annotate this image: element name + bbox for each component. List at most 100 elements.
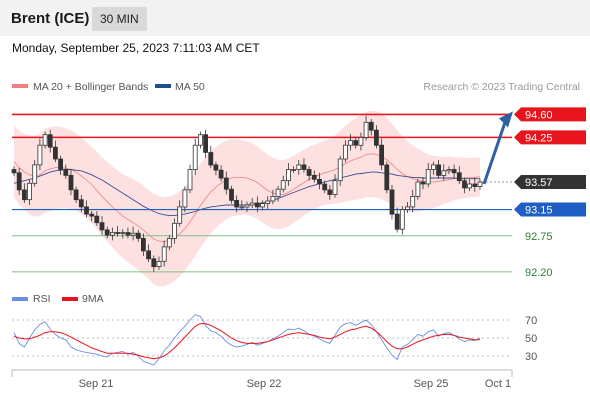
candle-body: [363, 121, 369, 138]
candle-body: [373, 129, 379, 146]
legend-swatch-rsi: [12, 297, 28, 301]
candle-body: [47, 134, 53, 148]
ma20-line: [13, 153, 481, 243]
instrument-title: Brent (ICE): [11, 10, 90, 27]
x-tick-label: Sep 25: [414, 378, 449, 390]
candle-body: [130, 232, 136, 236]
candle-body: [177, 206, 183, 224]
candle-body: [218, 169, 224, 179]
candle-body: [94, 215, 100, 224]
candle-body: [140, 237, 146, 252]
bollinger-band: [14, 110, 480, 287]
support-label-box: [514, 202, 586, 217]
candle-body: [384, 164, 390, 191]
candle-body: [311, 174, 317, 180]
candle-body: [441, 170, 447, 176]
candle-body: [291, 169, 297, 171]
candle-body: [265, 200, 271, 204]
candle-body: [89, 213, 95, 217]
candle-body: [213, 164, 219, 171]
candle-body: [405, 206, 410, 210]
candle-body: [42, 134, 48, 146]
legend-label-rsi: RSI: [33, 293, 51, 305]
candle-body: [239, 206, 245, 209]
resistance-label: 94.60: [525, 109, 553, 121]
candle-body: [415, 181, 421, 197]
candle-body: [110, 232, 115, 236]
candle-body: [115, 232, 120, 234]
candle-body: [249, 202, 255, 206]
candle-body: [16, 172, 22, 191]
forecast-arrow: [482, 121, 507, 185]
candle-body: [166, 237, 172, 248]
x-tick-label: Sep 22: [247, 378, 282, 390]
candle-body: [332, 180, 338, 195]
current-price-label-box: [514, 174, 586, 189]
candle-body: [187, 169, 193, 191]
candle-body: [21, 189, 27, 201]
timeframe-badge[interactable]: 30 MIN: [92, 7, 147, 31]
report-datetime: Monday, September 25, 2023 7:11:03 AM CE…: [12, 41, 260, 55]
candle-body: [223, 177, 229, 190]
chart-header: Brent (ICE) 30 MIN: [0, 0, 590, 36]
candle-body: [456, 172, 462, 182]
candle-body: [156, 260, 162, 267]
candle-body: [192, 144, 198, 170]
candle-body: [379, 144, 385, 166]
rsi-chart: 70 50 30: [12, 314, 537, 366]
candle-body: [161, 246, 167, 262]
candle-body: [99, 222, 105, 231]
candle-body: [27, 182, 32, 201]
candle-body: [234, 199, 240, 208]
candle-body: [430, 164, 436, 170]
candle-body: [151, 258, 157, 268]
candle-body: [172, 222, 177, 239]
legend-label-ma20: MA 20 + Bollinger Bands: [33, 81, 148, 93]
candle-body: [322, 183, 328, 191]
candle-body: [410, 195, 416, 208]
candle-body: [63, 169, 69, 176]
rsi-ma-line: [13, 323, 480, 360]
candle-body: [120, 232, 126, 234]
candle-body: [125, 232, 131, 236]
support-label: 93.15: [525, 205, 553, 217]
candle-body: [280, 180, 286, 190]
resistance-label-box: [514, 130, 586, 145]
candle-body: [53, 146, 58, 160]
candle-body: [446, 169, 452, 172]
target-label: 92.75: [525, 231, 553, 243]
price-chart: 94.60 94.25 93.57 93.15 92.75 92.20: [11, 107, 586, 287]
candle-body: [104, 229, 110, 236]
candle-body: [68, 174, 74, 191]
candle-body: [306, 169, 312, 176]
rsi-tick-label: 50: [525, 333, 537, 345]
candle-body: [477, 181, 483, 187]
candle-body: [84, 206, 89, 215]
rsi-line: [13, 314, 481, 366]
candle-body: [32, 164, 38, 184]
candle-body: [254, 202, 260, 208]
x-tick-label: Oct 1: [485, 378, 511, 390]
candle-body: [73, 189, 79, 201]
candle-body: [394, 213, 400, 230]
candle-body: [285, 169, 291, 182]
candle-body: [301, 164, 307, 170]
candle-body: [353, 140, 359, 146]
candle-body: [135, 232, 141, 239]
candle-body: [78, 199, 84, 208]
candle-body: [146, 250, 152, 260]
candle-body: [425, 169, 431, 185]
rsi-tick-label: 30: [525, 351, 537, 363]
candle-body: [327, 189, 333, 195]
target-label: 92.20: [525, 267, 553, 279]
candle-body: [260, 203, 265, 208]
candle-body: [467, 183, 473, 189]
candle-body: [208, 152, 214, 166]
candle-body: [436, 164, 442, 176]
candle-body: [451, 169, 457, 174]
rsi-tick-label: 70: [525, 315, 537, 327]
resistance-label-box: [514, 107, 586, 122]
candle-body: [337, 158, 343, 182]
candle-body: [182, 189, 188, 208]
